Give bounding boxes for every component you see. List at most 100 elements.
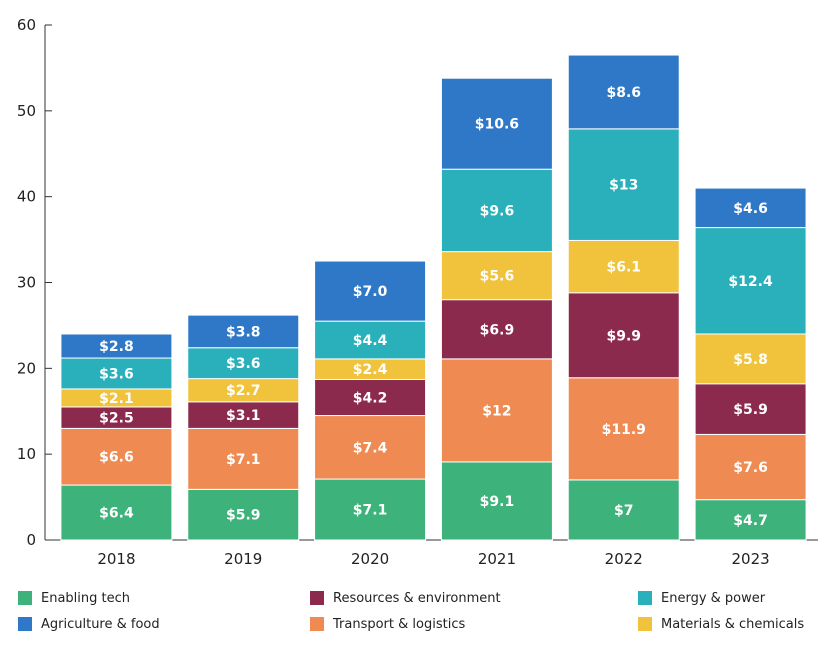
data-label: $5.9 bbox=[733, 402, 768, 418]
legend-item: Resources & environment bbox=[310, 588, 501, 608]
y-axis: 0 10 20 30 40 50 60 bbox=[17, 16, 52, 549]
legend-item: Materials & chemicals bbox=[638, 614, 804, 634]
bar-segment bbox=[440, 168, 553, 253]
data-label: $4.4 bbox=[353, 333, 388, 349]
data-label: $4.7 bbox=[733, 513, 768, 529]
x-tick-label: 2023 bbox=[731, 550, 769, 568]
x-tick-label: 2020 bbox=[351, 550, 389, 568]
legend-swatch bbox=[18, 591, 32, 605]
bar-segment bbox=[314, 478, 427, 541]
data-label: $7.6 bbox=[733, 460, 768, 476]
data-label: $5.9 bbox=[226, 508, 261, 524]
bar-segment bbox=[694, 187, 807, 229]
data-label: $7 bbox=[614, 503, 633, 519]
bar-segment bbox=[60, 484, 173, 541]
legend-label: Transport & logistics bbox=[333, 616, 466, 632]
bar-stack-2020: $7.1 $7.4 $4.2 $2.4 $4.4 $7.0 bbox=[314, 260, 427, 541]
bar-segment bbox=[440, 461, 553, 541]
legend-swatch bbox=[638, 591, 652, 605]
stacked-bar-chart: 0 10 20 30 40 50 60 2018 2019 2020 2021 2022 2023 $… bbox=[17, 16, 818, 568]
data-label: $7.1 bbox=[226, 452, 261, 468]
data-label: $7.0 bbox=[353, 284, 388, 300]
bar-segment bbox=[567, 479, 680, 541]
data-label: $2.8 bbox=[99, 339, 134, 355]
data-label: $7.1 bbox=[353, 503, 388, 519]
bar-segment bbox=[60, 333, 173, 359]
legend-label: Materials & chemicals bbox=[661, 616, 805, 632]
bar-stack-2018: $6.4 $6.6 $2.5 $2.1 $3.6 $2.8 bbox=[60, 333, 173, 541]
bar-segment bbox=[694, 333, 807, 385]
bar-segment bbox=[567, 128, 680, 241]
data-label: $2.4 bbox=[353, 362, 388, 378]
bar-segment bbox=[60, 357, 173, 390]
bar-segment bbox=[567, 54, 680, 130]
legend-label: Agriculture & food bbox=[41, 616, 160, 632]
y-tick-label: 0 bbox=[26, 531, 36, 549]
bar-stack-2021: $9.1 $12 $6.9 $5.6 $9.6 $10.6 bbox=[440, 77, 553, 541]
data-label: $12.4 bbox=[728, 274, 773, 290]
bar-segment bbox=[567, 377, 680, 481]
legend: Enabling tech Resources & environment Ener… bbox=[0, 580, 835, 640]
data-label: $3.6 bbox=[99, 366, 134, 382]
legend-item: Energy & power bbox=[638, 588, 765, 608]
legend-swatch bbox=[638, 617, 652, 631]
x-tick-label: 2021 bbox=[478, 550, 516, 568]
bar-segment bbox=[314, 260, 427, 322]
x-tick-label: 2022 bbox=[605, 550, 643, 568]
legend-item: Agriculture & food bbox=[18, 614, 160, 634]
data-label: $12 bbox=[482, 403, 511, 419]
legend-item: Enabling tech bbox=[18, 588, 130, 608]
data-label: $9.6 bbox=[480, 203, 515, 219]
y-tick-label: 40 bbox=[17, 188, 36, 206]
legend-label: Resources & environment bbox=[333, 590, 501, 606]
bars: $6.4 $6.6 $2.5 $2.1 $3.6 $2.8 $5.9 $7.1 $3.1 $2.7… bbox=[60, 54, 807, 541]
data-label: $6.1 bbox=[606, 260, 641, 276]
data-label: $13 bbox=[609, 178, 638, 194]
legend-label: Enabling tech bbox=[41, 590, 131, 606]
bar-segment bbox=[187, 488, 300, 541]
data-label: $3.8 bbox=[226, 324, 261, 340]
x-tick-label: 2018 bbox=[97, 550, 135, 568]
data-label: $5.8 bbox=[733, 352, 768, 368]
bar-segment bbox=[187, 314, 300, 349]
y-tick-label: 30 bbox=[17, 274, 36, 292]
data-label: $9.1 bbox=[480, 494, 515, 510]
legend-item: Transport & logistics bbox=[310, 614, 465, 634]
data-label: $7.4 bbox=[353, 440, 388, 456]
legend-label: Energy & power bbox=[661, 590, 766, 606]
data-label: $2.1 bbox=[99, 391, 134, 407]
bar-segment bbox=[567, 239, 680, 294]
bar-segment bbox=[694, 433, 807, 501]
data-label: $2.5 bbox=[99, 411, 134, 427]
data-label: $6.9 bbox=[480, 322, 515, 338]
data-label: $11.9 bbox=[602, 422, 646, 438]
bar-stack-2023: $4.7 $7.6 $5.9 $5.8 $12.4 $4.6 bbox=[694, 187, 807, 541]
data-label: $10.6 bbox=[475, 117, 519, 133]
legend-swatch bbox=[18, 617, 32, 631]
y-tick-label: 20 bbox=[17, 359, 36, 377]
data-label: $2.7 bbox=[226, 383, 261, 399]
bar-segment bbox=[314, 415, 427, 480]
bar-segment bbox=[187, 427, 300, 490]
data-label: $8.6 bbox=[606, 85, 641, 101]
data-label: $9.9 bbox=[606, 328, 641, 344]
data-label: $4.6 bbox=[733, 201, 768, 217]
bar-segment bbox=[440, 299, 553, 360]
data-label: $5.6 bbox=[480, 269, 515, 285]
y-tick-label: 60 bbox=[17, 16, 36, 34]
bar-stack-2022: $7 $11.9 $9.9 $6.1 $13 $8.6 bbox=[567, 54, 680, 541]
bar-stack-2019: $5.9 $7.1 $3.1 $2.7 $3.6 $3.8 bbox=[187, 314, 300, 541]
legend-swatch bbox=[310, 617, 324, 631]
bar-segment bbox=[440, 251, 553, 301]
data-label: $3.6 bbox=[226, 356, 261, 372]
x-axis: 2018 2019 2020 2021 2022 2023 bbox=[45, 539, 818, 568]
bar-segment bbox=[60, 427, 173, 486]
bar-segment bbox=[694, 499, 807, 541]
data-label: $3.1 bbox=[226, 408, 261, 424]
bar-segment bbox=[440, 358, 553, 463]
bar-segment bbox=[694, 227, 807, 335]
y-tick-label: 50 bbox=[17, 102, 36, 120]
legend-swatch bbox=[310, 591, 324, 605]
x-tick-label: 2019 bbox=[224, 550, 262, 568]
data-label: $4.2 bbox=[353, 391, 388, 407]
